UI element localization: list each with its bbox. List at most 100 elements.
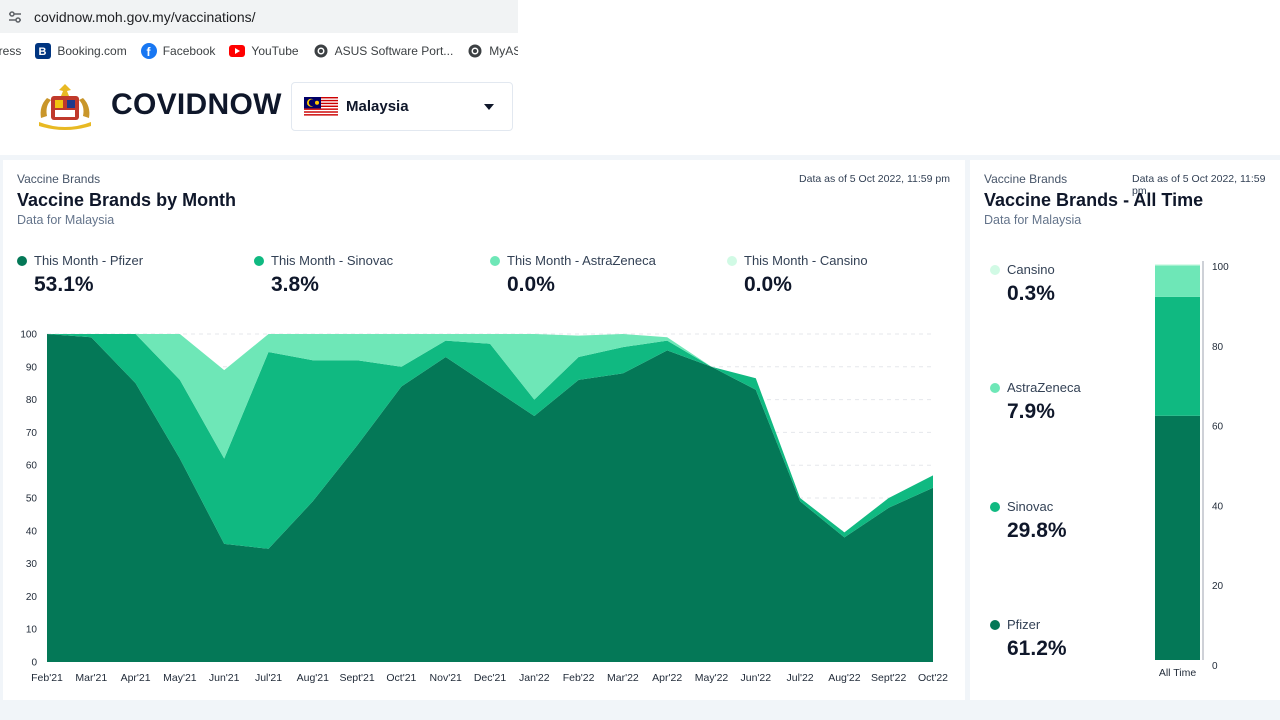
legend-dot — [990, 501, 1000, 512]
bar-segment-pfizer — [1155, 415, 1200, 660]
legend-dot — [490, 255, 500, 266]
y-tick-label: 100 — [20, 330, 37, 341]
bar-segment-astrazeneca — [1155, 265, 1200, 297]
x-tick-label: Jul'21 — [255, 672, 282, 684]
bookmark-label: Booking.com — [57, 44, 127, 58]
y-tick-label: 60 — [26, 461, 38, 472]
stat-astrazeneca: This Month - AstraZeneca 0.0% — [490, 253, 656, 297]
x-tick-label: Jun'21 — [209, 672, 240, 684]
x-tick-label: Mar'21 — [75, 672, 107, 684]
stat-sinovac: Sinovac 29.8% — [990, 499, 1067, 543]
url-text[interactable]: covidnow.moh.gov.my/vaccinations/ — [34, 8, 256, 25]
y-tick-label: 60 — [1212, 422, 1224, 433]
bookmark-label: YouTube — [251, 44, 299, 58]
x-tick-label: May'22 — [695, 672, 729, 684]
bookmarks-bar: press B Booking.com f Facebook YouTube A… — [0, 33, 518, 69]
chevron-down-icon — [484, 104, 494, 110]
vaccine-brands-by-month-card: Vaccine Brands Data as of 5 Oct 2022, 11… — [3, 160, 965, 700]
legend-dot — [727, 255, 737, 266]
card-eyebrow: Vaccine Brands — [984, 172, 1068, 186]
stat-label: This Month - Cansino — [744, 253, 868, 268]
stat-value: 29.8% — [1007, 519, 1067, 542]
stat-pfizer: Pfizer 61.2% — [990, 617, 1067, 661]
y-tick-label: 100 — [1212, 262, 1229, 273]
y-tick-label: 40 — [26, 526, 38, 537]
x-tick-label: Mar'22 — [607, 672, 639, 684]
malaysia-flag-icon — [304, 96, 338, 117]
bookmark-label: Facebook — [162, 44, 216, 58]
stat-label: AstraZeneca — [1007, 380, 1081, 395]
x-tick-label: Apr'21 — [121, 672, 151, 684]
area-series-pfizer — [47, 334, 933, 662]
data-as-of: Data as of 5 Oct 2022, 11:59 pm — [799, 173, 950, 185]
bookmark-label: press — [0, 44, 22, 58]
area-series-sinovac — [47, 334, 933, 549]
youtube-icon — [229, 43, 246, 59]
y-tick-label: 0 — [1212, 661, 1218, 672]
country-name: Malaysia — [346, 98, 409, 115]
card-subtitle: Data for Malaysia — [984, 213, 1082, 227]
facebook-icon: f — [140, 43, 157, 59]
data-as-of: Data as of 5 Oct 2022, 11:59 pm — [1132, 173, 1266, 197]
y-tick-label: 40 — [1212, 501, 1224, 512]
stat-value: 0.3% — [1007, 282, 1055, 305]
y-tick-label: 70 — [26, 428, 38, 439]
bar-segment-cansino — [1155, 264, 1200, 266]
x-tick-label: Oct'21 — [386, 672, 416, 684]
legend-dot — [990, 619, 1000, 630]
card-title: Vaccine Brands by Month — [17, 190, 237, 210]
stat-value: 61.2% — [1007, 637, 1067, 660]
bookmark-press[interactable]: press — [0, 44, 21, 58]
svg-text:B: B — [39, 46, 47, 58]
card-eyebrow: Vaccine Brands — [17, 172, 101, 186]
site-info-icon[interactable] — [8, 10, 22, 24]
legend-dot — [990, 264, 1000, 275]
bookmark-youtube[interactable]: YouTube — [229, 43, 299, 59]
bookmark-label: MyASUS — [489, 44, 518, 58]
stat-label: This Month - Pfizer — [34, 253, 144, 268]
stat-cansino: This Month - Cansino 0.0% — [727, 253, 868, 297]
stat-value: 0.0% — [507, 273, 555, 296]
stat-label: Sinovac — [1007, 499, 1054, 514]
address-bar[interactable]: covidnow.moh.gov.my/vaccinations/ — [0, 0, 518, 33]
x-tick-label: Aug'22 — [828, 672, 861, 684]
stat-cansino: Cansino 0.3% — [990, 262, 1055, 306]
y-tick-label: 20 — [26, 592, 38, 603]
x-tick-label: Sept'22 — [871, 672, 906, 684]
globe-icon — [467, 43, 483, 59]
bookmark-facebook[interactable]: f Facebook — [140, 43, 216, 59]
brand-title[interactable]: COVIDNOW — [111, 88, 282, 121]
card-subtitle: Data for Malaysia — [17, 213, 115, 227]
bookmark-myasus[interactable]: MyASUS — [467, 43, 518, 59]
card-title: Vaccine Brands - All Time — [984, 190, 1204, 210]
stat-label: Pfizer — [1007, 617, 1041, 632]
malaysia-coat-of-arms-logo[interactable] — [33, 82, 97, 132]
x-tick-label: Feb'21 — [31, 672, 63, 684]
x-tick-label: Jul'22 — [787, 672, 814, 684]
x-tick-label: Aug'21 — [297, 672, 330, 684]
x-tick-label: Jun'22 — [740, 672, 771, 684]
stat-value: 3.8% — [271, 273, 319, 296]
stat-value: 53.1% — [34, 273, 94, 296]
y-tick-label: 50 — [26, 494, 38, 505]
area-series-cansino — [47, 334, 933, 533]
y-tick-label: 10 — [26, 625, 38, 636]
bookmark-label: ASUS Software Port... — [334, 44, 454, 58]
bookmark-booking[interactable]: B Booking.com — [35, 43, 127, 59]
area-series-astrazeneca — [47, 334, 933, 533]
svg-text:f: f — [146, 45, 151, 59]
legend-dot — [17, 255, 27, 266]
vaccine-brands-area-chart: 0 10 20 30 40 50 60 70 80 90 100 Feb'21 Mar'21 Apr'21… — [20, 330, 948, 685]
stat-label: This Month - AstraZeneca — [507, 253, 656, 268]
y-tick-label: 80 — [26, 395, 38, 406]
globe-icon — [313, 43, 329, 59]
y-tick-label: 90 — [26, 362, 38, 373]
stat-pfizer: This Month - Pfizer 53.1% — [17, 253, 143, 297]
x-tick-label: Sept'21 — [339, 672, 374, 684]
y-tick-label: 30 — [26, 559, 38, 570]
x-tick-label: Nov'21 — [430, 672, 463, 684]
x-tick-label: Jan'22 — [519, 672, 550, 684]
legend-dot — [254, 255, 264, 266]
country-selector[interactable]: Malaysia — [291, 82, 513, 131]
bookmark-asus-software[interactable]: ASUS Software Port... — [313, 43, 454, 59]
